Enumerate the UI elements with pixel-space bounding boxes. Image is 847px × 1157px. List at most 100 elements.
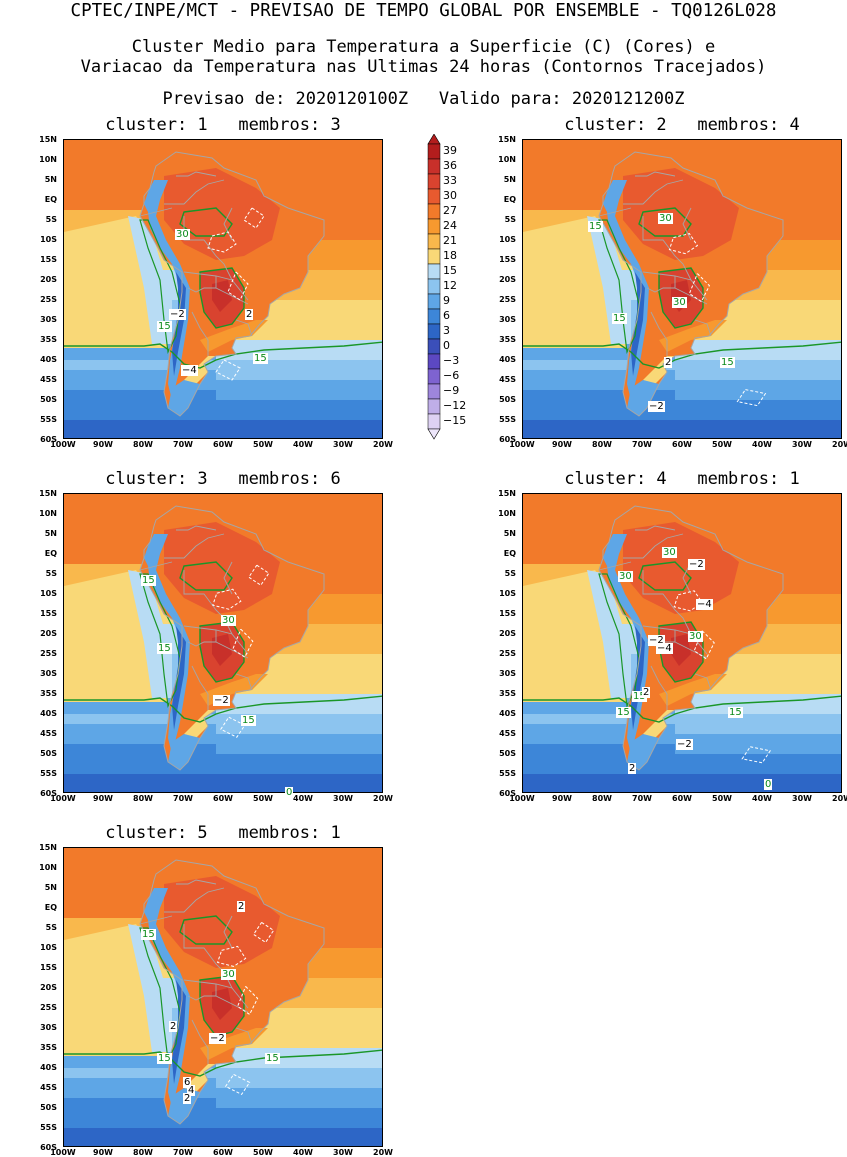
contour-label: 15 (253, 353, 268, 364)
longitude-tick-label: 20W (373, 1148, 393, 1157)
panel-title: cluster: 2 membros: 4 (564, 115, 800, 135)
colorbar-swatch (427, 143, 441, 160)
colorbar-tick-label: 33 (443, 174, 457, 187)
latitude-tick-label: 10S (40, 942, 57, 952)
panel-title: cluster: 5 membros: 1 (105, 823, 341, 843)
longitude-tick-label: 20W (832, 794, 847, 803)
colorbar-tick-label: 39 (443, 144, 457, 157)
latitude-tick-label: 10N (39, 508, 57, 518)
contour-label: 15 (157, 321, 172, 332)
latitude-tick-label: 25S (499, 648, 516, 658)
longitude-tick-label: 50W (712, 440, 732, 449)
colorbar-swatch (427, 293, 441, 310)
contour-label: 4 (187, 1085, 196, 1096)
latitude-tick-label: 5S (45, 922, 57, 932)
contour-label: −2 (688, 559, 705, 570)
longitude-tick-label: 50W (712, 794, 732, 803)
map-canvas (523, 140, 841, 438)
contour-label: −2 (209, 1033, 226, 1044)
figure-title-line-2: Cluster Medio para Temperatura a Superfi… (131, 37, 716, 57)
colorbar-tick-label: −6 (443, 369, 460, 382)
latitude-tick-label: 35S (499, 334, 516, 344)
colorbar-swatch (427, 263, 441, 280)
contour-label: 15 (141, 929, 156, 940)
latitude-tick-label: 15S (40, 254, 57, 264)
contour-label: −4 (696, 599, 713, 610)
contour-label: 2 (237, 901, 246, 912)
latitude-tick-label: 45S (40, 374, 57, 384)
longitude-tick-label: 30W (333, 440, 353, 449)
contour-label: 2 (664, 357, 673, 368)
colorbar-tick-label: 18 (443, 249, 457, 262)
latitude-tick-label: 45S (499, 728, 516, 738)
latitude-tick-label: 55S (40, 1122, 57, 1132)
longitude-tick-label: 80W (133, 1148, 153, 1157)
latitude-tick-label: 35S (499, 688, 516, 698)
contour-label: 15 (728, 707, 743, 718)
latitude-tick-label: 5S (504, 214, 516, 224)
contour-label: 30 (662, 547, 677, 558)
panel-title: cluster: 3 membros: 6 (105, 469, 341, 489)
latitude-tick-label: EQ (503, 548, 516, 558)
latitude-tick-label: 15N (498, 488, 516, 498)
latitude-tick-label: 20S (40, 982, 57, 992)
latitude-tick-label: EQ (503, 194, 516, 204)
panel-title: cluster: 4 membros: 1 (564, 469, 800, 489)
map-canvas (64, 140, 382, 438)
longitude-tick-label: 30W (792, 794, 812, 803)
longitude-tick-label: 80W (133, 440, 153, 449)
latitude-tick-label: 10N (39, 154, 57, 164)
contour-label: 2 (642, 687, 651, 698)
panel-title: cluster: 1 membros: 3 (105, 115, 341, 135)
latitude-tick-label: 20S (40, 274, 57, 284)
latitude-tick-label: 15N (39, 842, 57, 852)
latitude-tick-label: 5N (44, 174, 57, 184)
longitude-tick-label: 100W (50, 440, 76, 449)
latitude-tick-label: 5N (503, 528, 516, 538)
contour-label: 30 (658, 213, 673, 224)
longitude-tick-label: 70W (173, 440, 193, 449)
latitude-tick-label: 35S (40, 1042, 57, 1052)
latitude-tick-label: 10N (498, 154, 516, 164)
contour-label: −2 (169, 309, 186, 320)
longitude-tick-label: 90W (93, 440, 113, 449)
latitude-tick-label: 20S (499, 274, 516, 284)
longitude-tick-label: 60W (213, 1148, 233, 1157)
colorbar-tick-label: −3 (443, 354, 460, 367)
latitude-tick-label: 10S (499, 234, 516, 244)
colorbar-swatch (427, 308, 441, 325)
contour-label: 15 (632, 691, 647, 702)
latitude-tick-label: 5S (45, 568, 57, 578)
longitude-tick-label: 70W (173, 794, 193, 803)
longitude-tick-label: 100W (509, 440, 535, 449)
colorbar-swatch (427, 398, 441, 415)
colorbar-swatch (427, 338, 441, 355)
latitude-tick-label: 40S (40, 708, 57, 718)
colorbar-swatch (427, 383, 441, 400)
contour-label: 30 (688, 631, 703, 642)
latitude-tick-label: 60S (40, 434, 57, 444)
map-canvas (64, 494, 382, 792)
contour-label: 15 (157, 1053, 172, 1064)
longitude-tick-label: 40W (752, 440, 772, 449)
contour-label: 15 (616, 707, 631, 718)
latitude-tick-label: 15S (499, 254, 516, 264)
longitude-tick-label: 70W (632, 794, 652, 803)
latitude-tick-label: 30S (40, 668, 57, 678)
colorbar-tick-label: 9 (443, 294, 450, 307)
longitude-tick-label: 20W (832, 440, 847, 449)
latitude-tick-label: 25S (40, 1002, 57, 1012)
latitude-tick-label: 30S (40, 1022, 57, 1032)
colorbar-swatch (427, 173, 441, 190)
latitude-tick-label: 60S (40, 788, 57, 798)
latitude-tick-label: 20S (40, 628, 57, 638)
latitude-tick-label: 10S (40, 588, 57, 598)
latitude-tick-label: 35S (40, 688, 57, 698)
latitude-tick-label: EQ (44, 194, 57, 204)
latitude-tick-label: 60S (499, 788, 516, 798)
latitude-tick-label: 40S (499, 708, 516, 718)
contour-label: 2 (169, 1021, 178, 1032)
longitude-tick-label: 90W (552, 440, 572, 449)
colorbar-tick-label: 30 (443, 189, 457, 202)
latitude-tick-label: 55S (40, 768, 57, 778)
